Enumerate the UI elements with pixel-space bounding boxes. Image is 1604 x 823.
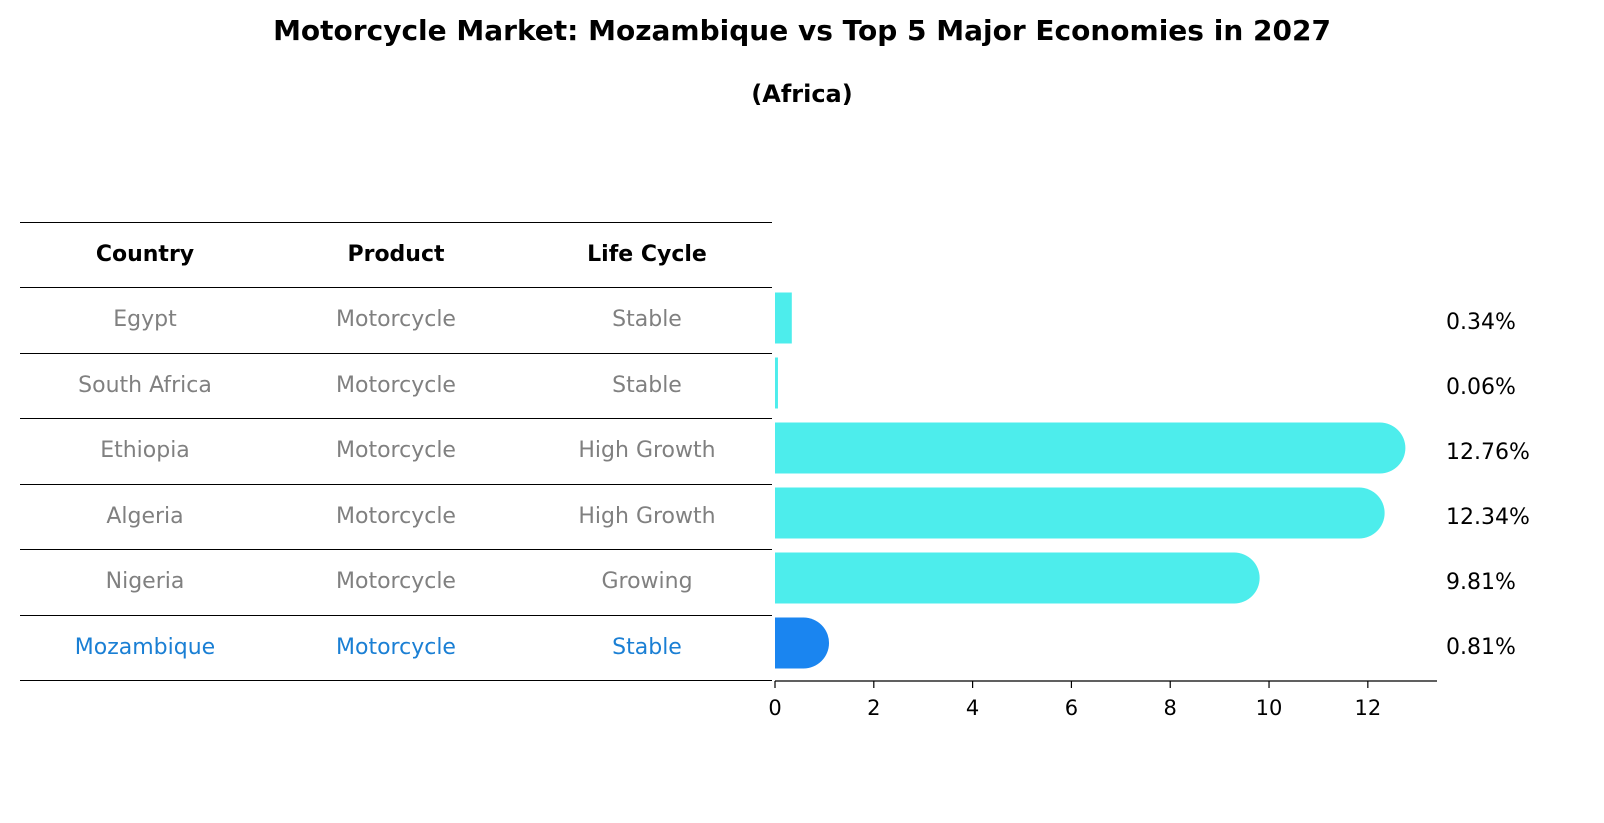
table-row: Algeria Motorcycle High Growth: [20, 484, 772, 550]
header-product: Product: [347, 242, 445, 267]
bar-ethiopia: [775, 422, 1406, 474]
header-country: Country: [95, 242, 195, 267]
cell-life-cycle: High Growth: [578, 438, 716, 463]
table-row: Ethiopia Motorcycle High Growth: [20, 418, 772, 484]
x-tick-label: 0: [768, 696, 781, 720]
bar-algeria: [775, 487, 1385, 539]
table-row-rule: [20, 418, 772, 419]
cell-life-cycle: Stable: [612, 307, 682, 332]
value-label: 12.76%: [1446, 440, 1530, 465]
value-label: 12.34%: [1446, 505, 1530, 530]
cell-life-cycle: Stable: [612, 372, 682, 398]
header-life-cycle: Life Cycle: [587, 242, 707, 267]
table-header-row: Country Product Life Cycle: [20, 222, 772, 288]
cell-product: Motorcycle: [336, 372, 456, 398]
bar-egypt: [775, 292, 792, 344]
cell-country: Egypt: [113, 307, 177, 332]
cell-product: Motorcycle: [336, 438, 456, 463]
bar-nigeria: [775, 552, 1260, 604]
value-label: 0.81%: [1446, 635, 1516, 660]
table-row: Nigeria Motorcycle Growing: [20, 549, 772, 615]
cell-product: Motorcycle: [336, 569, 456, 594]
bar-mozambique: [775, 617, 830, 669]
cell-country: Nigeria: [105, 569, 185, 594]
table-header-rule: [20, 287, 772, 288]
chart-title: Motorcycle Market: Mozambique vs Top 5 M…: [273, 14, 1331, 47]
table-row-rule: [20, 549, 772, 550]
value-label: 0.34%: [1446, 310, 1516, 335]
table-row-rule: [20, 614, 772, 616]
cell-country: Algeria: [106, 503, 184, 529]
x-tick-label: 10: [1256, 696, 1283, 720]
table-row: Egypt Motorcycle Stable: [20, 287, 772, 353]
cell-life-cycle: High Growth: [578, 503, 716, 529]
cell-life-cycle: Stable: [612, 634, 682, 660]
table-row: Mozambique Motorcycle Stable: [20, 615, 772, 681]
value-label: 9.81%: [1446, 570, 1516, 595]
chart-subtitle: (Africa): [751, 80, 853, 108]
table-row-rule: [20, 483, 772, 485]
x-tick-label: 12: [1354, 696, 1381, 720]
x-tick-label: 8: [1164, 696, 1177, 720]
value-label: 0.06%: [1446, 375, 1516, 400]
cell-product: Motorcycle: [336, 634, 456, 660]
table-row-rule: [20, 680, 772, 681]
x-tick-label: 2: [867, 696, 880, 720]
cell-country: Ethiopia: [100, 438, 190, 463]
x-tick-label: 6: [1065, 696, 1078, 720]
cell-product: Motorcycle: [336, 503, 456, 529]
cell-country: South Africa: [78, 372, 212, 398]
cell-life-cycle: Growing: [601, 569, 693, 594]
cell-product: Motorcycle: [336, 307, 456, 332]
table-top-rule: [20, 222, 772, 223]
table-row-rule: [20, 352, 772, 354]
bar-south-africa: [775, 357, 778, 409]
cell-country: Mozambique: [74, 634, 216, 660]
table-row: South Africa Motorcycle Stable: [20, 353, 772, 419]
x-tick-label: 4: [966, 696, 979, 720]
